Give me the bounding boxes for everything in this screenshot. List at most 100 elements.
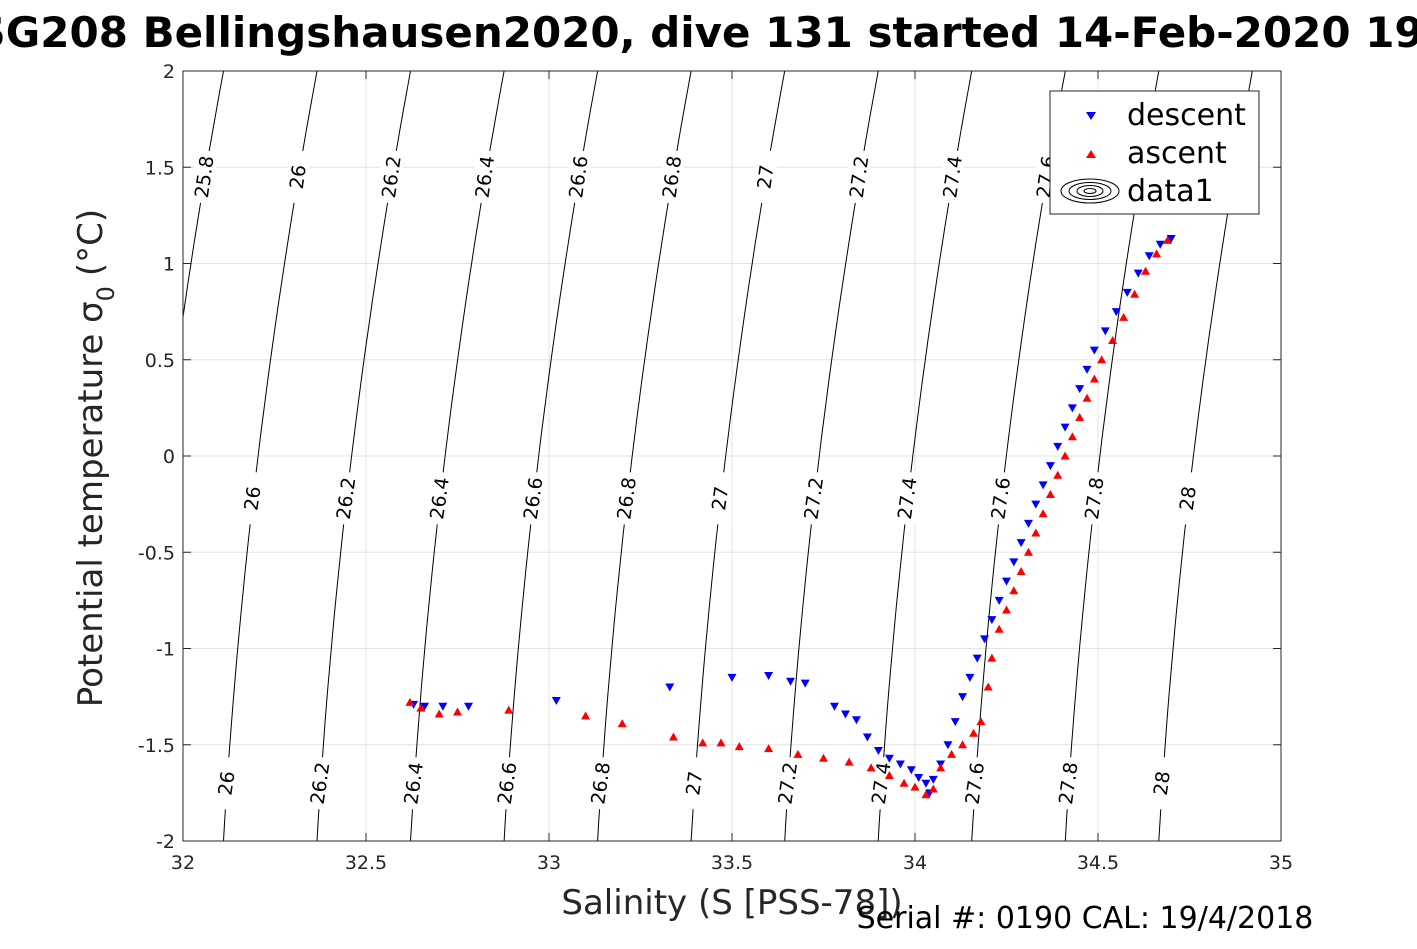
descent-point [551,696,561,705]
contour-label-bg [590,757,613,810]
ascent-point [1075,413,1085,421]
descent-point [906,766,916,775]
descent-point [764,671,774,680]
descent-point [1060,423,1070,432]
ascent-point [976,717,986,726]
legend-contour-icon [1060,178,1120,204]
ascent-point [987,653,997,662]
ascent-point [764,744,774,753]
contour-label-bg [709,472,732,525]
chart-title: SG208 Bellingshausen2020, dive 131 start… [0,8,1417,57]
x-tick-label: 32.5 [345,852,387,874]
ascent-point [1067,432,1077,441]
contour-label-bg [755,150,778,203]
descent-point [1045,462,1055,471]
y-tick-label: 2 [163,61,175,83]
contour-label-bg [474,150,497,203]
ascent-point [1038,509,1048,518]
y-axis-label: Potential temperature σ0 (°C) [71,209,120,707]
descent-point [665,683,675,692]
y-tick-label: -2 [156,831,175,853]
x-tick-labels: 32 32.5 33 33.5 34 34.5 35 [171,852,1293,874]
descent-point [950,718,960,727]
contour-label-bg [242,472,265,525]
ascent-point [819,753,828,762]
ascent-point [416,703,426,712]
ascent-point [1023,547,1033,556]
descent-point [1155,240,1165,249]
ascent-point [1108,336,1118,344]
ascent-point [1082,393,1092,402]
legend-descent-label: descent [1127,98,1246,133]
ascent-point [921,790,931,799]
contour-label-bg [1083,472,1106,525]
ascent-point [1141,266,1151,275]
ascent-point [994,624,1004,633]
descent-point [1016,539,1026,548]
descent-point [1053,442,1063,451]
ascent-point [504,705,514,714]
descent-point [1111,308,1121,317]
descent-point [980,635,990,644]
ascent-point [1163,235,1173,244]
x-tick-label: 34 [903,852,927,874]
contour-label-bg [287,150,310,203]
y-axis-label-unit: (°C) [71,209,111,276]
descent-point [1002,577,1011,586]
ascent-point [1060,451,1070,460]
contour-label-bg [522,472,545,525]
footer-serial-cal: Serial #: 0190 CAL: 19/4/2018 [857,901,1314,936]
contour-label-bg [683,757,706,810]
descent-point [994,596,1004,605]
ascent-point [910,782,920,791]
descent-point [829,702,839,711]
contour-label-bg [964,757,987,810]
ascent-point [1053,470,1063,479]
contour-label-bg [567,150,590,203]
y-tick-label: 0 [163,446,175,468]
descent-point [463,702,473,711]
ascent-point [668,732,678,741]
descent-point [1166,234,1176,243]
ascent-point [617,719,627,728]
ascent-point [793,749,803,758]
ascent-point [866,763,876,772]
descent-point [1038,481,1048,490]
contour-label: 27 [753,163,778,190]
contour-label-bg [216,757,239,810]
ascent-point [434,709,444,718]
contour-label-bg [661,150,684,203]
contour-label-bg [870,757,893,810]
ascent-point [1130,289,1140,298]
x-tick-label: 33 [537,852,561,874]
descent-point [1082,365,1092,374]
y-axis-label-sub: 0 [92,286,120,301]
contour-label-bg [990,472,1013,525]
legend: descent ascent data1 [1049,90,1260,215]
ascent-point [405,697,415,706]
descent-point [1023,519,1033,528]
legend-ascent-marker [1086,150,1096,158]
contour-label: 26 [214,770,239,797]
ascent-point [716,738,726,747]
x-axis-label: Salinity (S [PSS-78]) [561,883,902,923]
contour-label-bg [896,472,919,525]
contour-label-bg [1177,472,1200,525]
contour-label-bg [616,472,639,525]
y-tick-label: 1 [163,254,175,276]
descent-point [786,677,796,686]
contour-label-bg [803,472,826,525]
y-tick-label: 0.5 [145,350,175,372]
legend-descent-marker [1086,112,1096,120]
ascent-point [698,738,708,747]
descent-point [1067,404,1077,413]
data-points [405,234,1176,799]
ascent-point [1045,490,1055,498]
descent-point [958,693,968,702]
y-tick-label: -0.5 [138,542,175,564]
ascent-point [899,778,909,787]
ascent-point [453,707,462,716]
ascent-point [936,763,946,772]
ascent-point [844,757,854,766]
